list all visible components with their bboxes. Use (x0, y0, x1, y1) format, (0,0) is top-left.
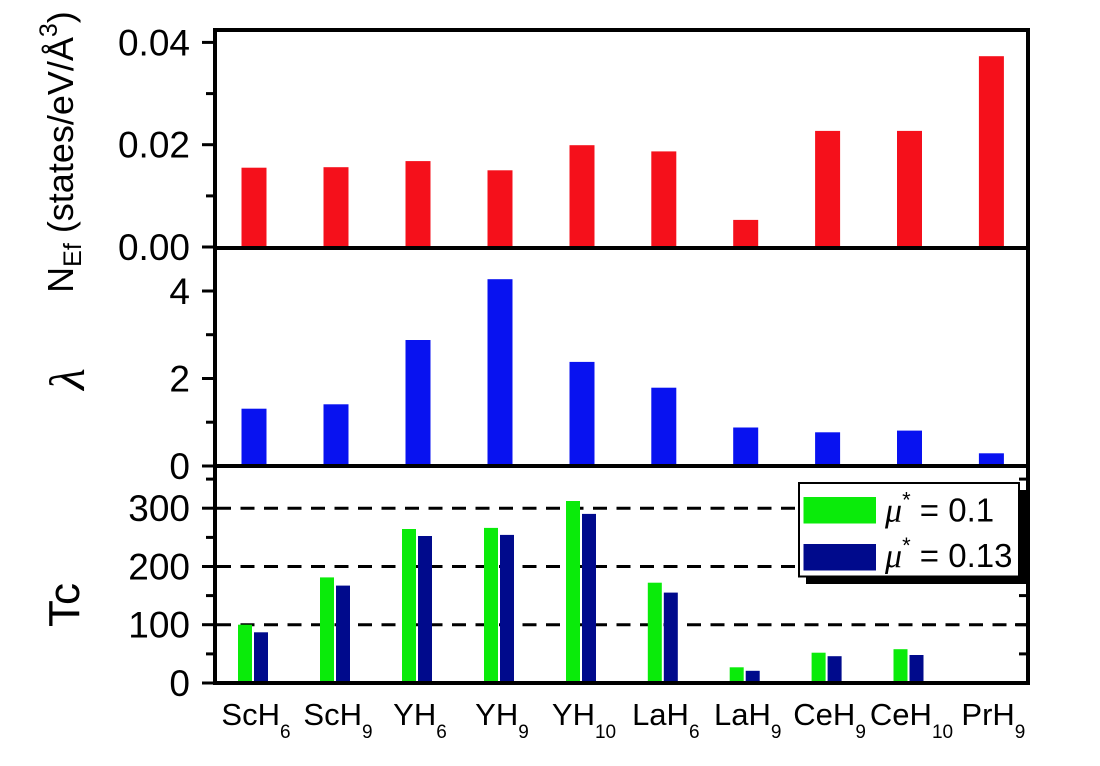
svg-text:4: 4 (169, 271, 190, 312)
svg-text:Tc: Tc (40, 583, 89, 627)
svg-text:λ: λ (39, 368, 95, 392)
svg-text:μ* = 0.13: μ* = 0.13 (884, 533, 1012, 575)
svg-text:2: 2 (169, 359, 190, 400)
svg-text:0.04: 0.04 (118, 22, 190, 63)
svg-text:100: 100 (128, 605, 190, 646)
svg-text:μ* = 0.1: μ* = 0.1 (884, 488, 994, 530)
svg-text:0.00: 0.00 (118, 227, 190, 268)
svg-text:300: 300 (128, 488, 190, 529)
svg-text:0: 0 (169, 446, 190, 487)
svg-text:200: 200 (128, 547, 190, 588)
svg-text:0.02: 0.02 (118, 125, 190, 166)
svg-text:0: 0 (169, 663, 190, 704)
